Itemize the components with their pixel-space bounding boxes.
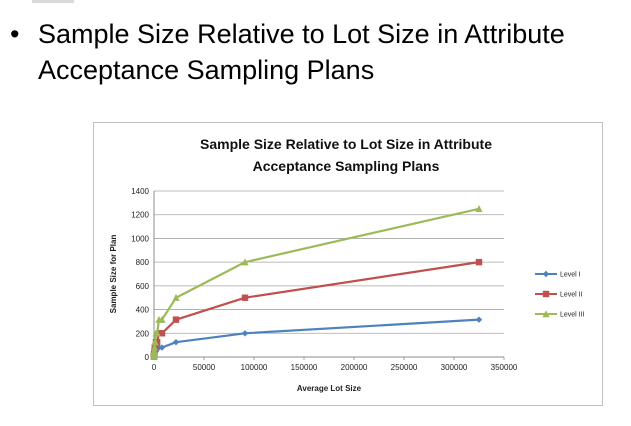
y-tick-label: 800	[136, 258, 150, 267]
legend-marker	[542, 310, 550, 318]
x-tick-label: 100000	[241, 363, 268, 372]
top-accent-strip	[32, 0, 74, 3]
data-point-level-ii	[241, 294, 249, 301]
series-level-iii	[150, 204, 483, 360]
y-tick-label: 200	[136, 329, 150, 338]
series-line-level-iii	[152, 207, 480, 358]
chart-title-line-2: Acceptance Sampling Plans	[253, 158, 440, 174]
gridlines	[154, 190, 504, 334]
data-point-level-ii	[158, 330, 166, 337]
data-point-level-iii	[150, 347, 158, 355]
legend-item-level-iii: Level III	[535, 310, 585, 319]
x-axis-label: Average Lot Size	[297, 384, 362, 393]
data-point-level-iii	[158, 315, 166, 323]
x-tick-label: 350000	[491, 363, 518, 372]
x-tick-label: 250000	[391, 363, 418, 372]
x-tick-label: 150000	[291, 363, 318, 372]
chart-title-line-1: Sample Size Relative to Lot Size in Attr…	[200, 136, 492, 152]
series-line-level-i	[152, 318, 480, 358]
y-tick-label: 400	[136, 306, 150, 315]
legend-label: Level II	[560, 292, 583, 299]
y-tick-label: 1000	[131, 234, 149, 243]
data-point-level-i	[172, 338, 180, 346]
x-tick-label: 0	[152, 363, 157, 372]
x-tick-label: 200000	[341, 363, 368, 372]
y-tick-label: 600	[136, 282, 150, 291]
legend-label: Level III	[560, 312, 585, 319]
x-tick-label: 50000	[193, 363, 216, 372]
bullet-dot: •	[10, 19, 20, 49]
y-tick-label: 1200	[131, 211, 149, 220]
chart-svg: 0 200 400 600 800 1000 1200 1400 0 50000 100000 15…	[109, 136, 585, 393]
bullet-text: Sample Size Relative to Lot Size in Attr…	[38, 19, 565, 85]
data-point-level-iii	[241, 258, 249, 266]
y-tick-labels: 0 200 400 600 800 1000 1200 1400	[131, 187, 149, 362]
series-group	[150, 204, 483, 360]
x-tick-label: 300000	[441, 363, 468, 372]
legend: Level I Level II Level III	[535, 270, 585, 319]
legend-item-level-i: Level I	[535, 270, 581, 279]
chart-frame: 0 200 400 600 800 1000 1200 1400 0 50000 100000 15…	[93, 122, 603, 406]
legend-item-level-ii: Level II	[535, 290, 583, 299]
x-tick-labels: 0 50000 100000 150000 200000 250000 300000 3500…	[152, 357, 518, 372]
data-point-level-iii	[150, 343, 159, 351]
legend-marker	[542, 270, 550, 278]
y-tick-label: 0	[145, 353, 150, 362]
legend-label: Level I	[560, 272, 581, 279]
y-tick-label: 1400	[131, 187, 149, 196]
data-point-level-ii	[172, 316, 180, 323]
data-point-level-iii	[172, 293, 180, 301]
data-point-level-i	[475, 316, 483, 323]
data-point-level-iii	[475, 204, 483, 212]
data-point-level-iii	[151, 338, 159, 346]
y-axis-label: Sample Size for Plan	[109, 235, 118, 314]
data-point-level-i	[241, 330, 249, 337]
data-point-level-ii	[475, 258, 483, 266]
series-level-i	[150, 316, 483, 360]
legend-marker	[542, 290, 550, 298]
data-point-level-i	[158, 344, 166, 351]
data-point-level-iii	[153, 329, 161, 337]
